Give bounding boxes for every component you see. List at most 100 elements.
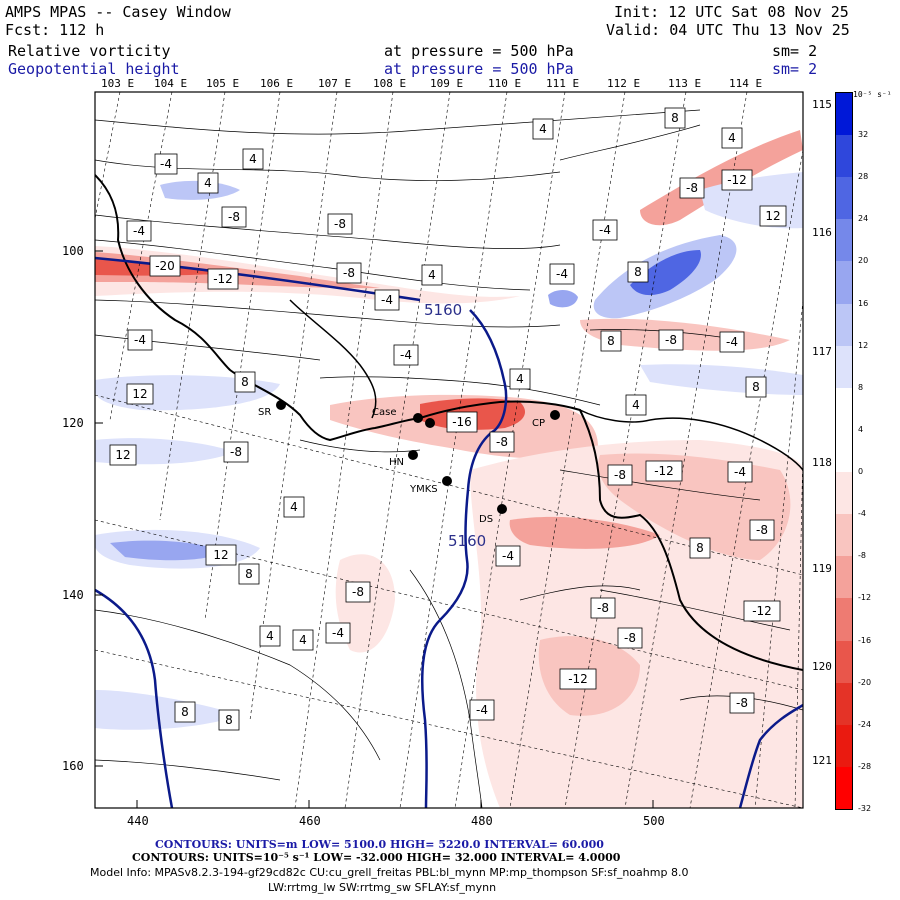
contour-label: 4	[532, 118, 554, 140]
contour-label: 4	[259, 625, 281, 647]
lon-label-top: 113 E	[668, 77, 702, 90]
station-case-marker-2	[425, 418, 435, 428]
contour-label: -16	[446, 411, 478, 433]
lon-label-top: 107 E	[318, 77, 352, 90]
contour-label: 8	[238, 563, 260, 585]
colorbar-swatch	[836, 135, 852, 178]
lon-label-top: 103 E	[101, 77, 135, 90]
plot-frame	[94, 91, 804, 809]
lon-label-top: 110 E	[488, 77, 522, 90]
valid-time: Valid: 04 UTC Thu 13 Nov 25	[606, 21, 850, 39]
svg-text:-4: -4	[381, 293, 393, 307]
field-2-name: Geopotential height	[8, 60, 180, 78]
pos-vort-far-sw	[95, 690, 240, 730]
contour-label: 12	[205, 544, 237, 566]
contour-label: -12	[721, 169, 753, 191]
station-label: HN	[389, 457, 404, 468]
colorbar-swatch	[836, 261, 852, 304]
colorbar-swatch	[836, 556, 852, 599]
svg-text:-4: -4	[134, 333, 146, 347]
field-1-level: at pressure = 500 hPa	[384, 42, 574, 60]
svg-text:-8: -8	[230, 445, 242, 459]
svg-text:-4: -4	[502, 549, 514, 563]
svg-text:-4: -4	[133, 224, 145, 238]
svg-text:-8: -8	[352, 585, 364, 599]
colorbar-label: -24	[858, 719, 872, 729]
contour-label: -8	[607, 464, 633, 486]
neg-vort-band-north	[95, 246, 520, 304]
svg-text:-4: -4	[726, 335, 738, 349]
colorbar-label: -8	[858, 551, 866, 561]
svg-text:-4: -4	[476, 703, 488, 717]
station-label: SR	[258, 407, 271, 418]
colorbar-label: -32	[858, 804, 872, 813]
coastline-inland	[289, 299, 377, 419]
svg-text:-8: -8	[496, 435, 508, 449]
contour-label: 4	[721, 127, 743, 149]
field-2-level: at pressure = 500 hPa	[384, 60, 574, 78]
stations: SR Case HN YMKS DS CP	[258, 400, 560, 525]
colorbar-label: -4	[858, 509, 866, 519]
colorbar-label: 12	[858, 340, 869, 350]
contour-label: -4	[592, 219, 618, 241]
neg-vort-ne	[640, 130, 803, 226]
station-cp-marker	[550, 410, 560, 420]
map-title: AMPS MPAS -- Casey Window	[5, 3, 231, 21]
pos-vort-small-blob	[548, 289, 578, 308]
colorbar-swatch	[836, 724, 852, 767]
svg-text:-8: -8	[624, 631, 636, 645]
svg-text:8: 8	[752, 380, 760, 394]
contour-label: 4	[242, 148, 264, 170]
contour-label: -12	[559, 668, 597, 690]
colorbar-label: 4	[858, 424, 864, 434]
contour-label: -4	[154, 153, 178, 175]
svg-text:-8: -8	[343, 266, 355, 280]
contour-label: 8	[174, 701, 196, 723]
svg-text:-20: -20	[155, 259, 175, 273]
station-label: YMKS	[409, 484, 438, 495]
x-tick-label: 460	[299, 814, 321, 828]
colorbar-label: -28	[858, 761, 872, 771]
contour-label: -8	[679, 177, 705, 199]
contour-label: 8	[664, 107, 686, 129]
geopotential-height-contours	[95, 256, 803, 808]
svg-text:8: 8	[696, 541, 704, 555]
lon-label-top: 104 E	[154, 77, 188, 90]
colorbar-swatch	[836, 682, 852, 725]
station-label: DS	[479, 514, 493, 525]
colorbar-label: 28	[858, 172, 869, 182]
contour-label: 8	[745, 376, 767, 398]
colorbar-swatch	[836, 219, 852, 262]
svg-text:-8: -8	[334, 217, 346, 231]
svg-text:-4: -4	[332, 626, 344, 640]
svg-text:8: 8	[181, 705, 189, 719]
lon-label-top: 114 E	[729, 77, 763, 90]
station-label: Case	[372, 407, 396, 418]
colorbar-swatch	[836, 303, 852, 346]
colorbar-swatch	[836, 177, 852, 220]
contour-label: -8	[345, 581, 371, 603]
contour-label: -20	[149, 255, 181, 277]
contour-label: 8	[600, 330, 622, 352]
y-tick-label: 140	[62, 588, 84, 602]
colorbar-label: 20	[858, 256, 869, 266]
model-info: Model Info: MPASv8.2.3-194-gf29cd82c CU:…	[90, 866, 689, 879]
colorbar-label: 32	[858, 130, 869, 140]
contour-label: -12	[207, 268, 239, 290]
svg-text:-8: -8	[614, 468, 626, 482]
axis-ticks	[95, 250, 654, 808]
contour-label: 4	[625, 394, 647, 416]
contour-label: -4	[719, 331, 745, 353]
neg-vort-west-2	[335, 554, 395, 653]
contour-label: -8	[336, 262, 362, 284]
y-tick-label: 120	[62, 416, 84, 430]
svg-text:4: 4	[266, 629, 274, 643]
colorbar	[835, 92, 853, 810]
lon-label-top: 105 E	[206, 77, 240, 90]
contour-label: 4	[283, 496, 305, 518]
contour-label: 12	[126, 383, 154, 405]
svg-text:12: 12	[213, 548, 228, 562]
neg-vort-ds	[509, 516, 660, 549]
colorbar-label: 8	[858, 382, 864, 392]
svg-text:-4: -4	[160, 157, 172, 171]
